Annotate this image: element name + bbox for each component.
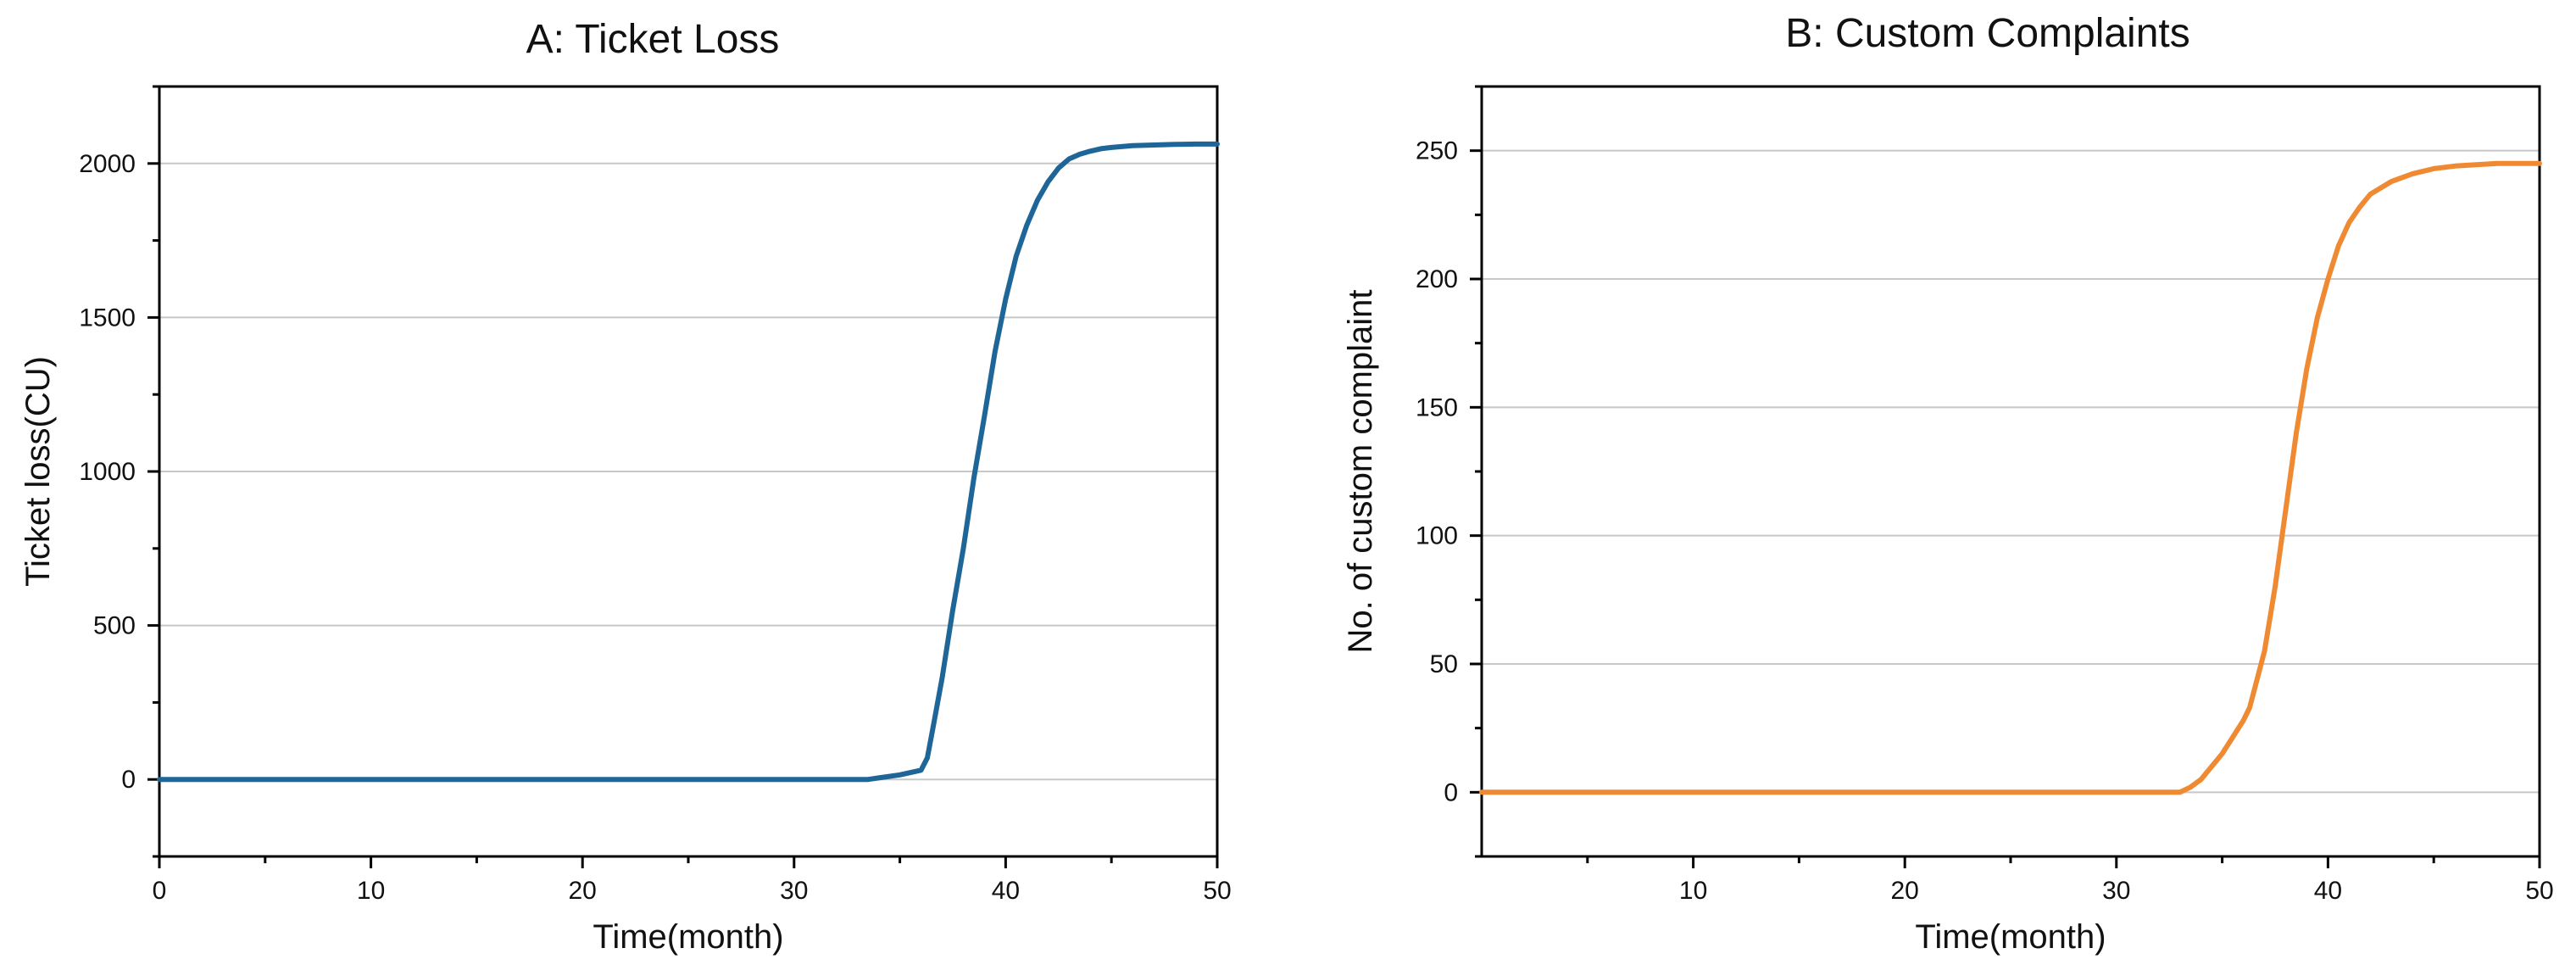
y-tick-label: 200 <box>1416 265 1458 293</box>
y-tick-label: 150 <box>1416 393 1458 421</box>
x-tick-label: 30 <box>780 877 808 905</box>
chart-title: B: Custom Complaints <box>1785 11 2190 56</box>
panel-a: 0 500 1000 1500 2000 0 10 20 30 40 50 A: Ticket Los… <box>19 17 1232 956</box>
series-line <box>1479 160 2542 795</box>
y-tick-label: 1500 <box>79 304 136 332</box>
x-tick-label: 30 <box>2102 877 2130 905</box>
y-axis-label: Ticket loss(CU) <box>19 356 57 587</box>
y-tick-label: 250 <box>1416 137 1458 165</box>
y-tick-label: 0 <box>1444 778 1458 806</box>
x-tick-label: 20 <box>569 877 597 905</box>
plot-frame <box>1480 85 2541 858</box>
y-tick-label: 1000 <box>79 458 136 486</box>
y-tick-label: 0 <box>121 766 136 794</box>
x-tick-label: 40 <box>2314 877 2342 905</box>
chart-title: A: Ticket Loss <box>526 17 780 62</box>
y-axis-label: No. of custom complaint <box>1342 289 1379 653</box>
y-tick-label: 500 <box>93 612 136 640</box>
x-tick-label: 0 <box>153 877 167 905</box>
x-axis-label: Time(month) <box>1915 918 2106 956</box>
x-tick-label: 20 <box>1891 877 1919 905</box>
x-tick-label: 10 <box>1679 877 1707 905</box>
x-axis-label: Time(month) <box>593 918 783 956</box>
panel-b: 0 50 100 150 200 250 10 20 30 40 50 B: Custom Compl… <box>1342 11 2554 956</box>
x-tick-label: 50 <box>2525 877 2553 905</box>
y-tick-label: 50 <box>1430 650 1458 678</box>
y-tick-label: 2000 <box>79 150 136 178</box>
series-line <box>157 141 1220 783</box>
x-tick-label: 50 <box>1203 877 1231 905</box>
y-tick-label: 100 <box>1416 522 1458 550</box>
x-tick-label: 10 <box>357 877 385 905</box>
x-tick-label: 40 <box>992 877 1020 905</box>
